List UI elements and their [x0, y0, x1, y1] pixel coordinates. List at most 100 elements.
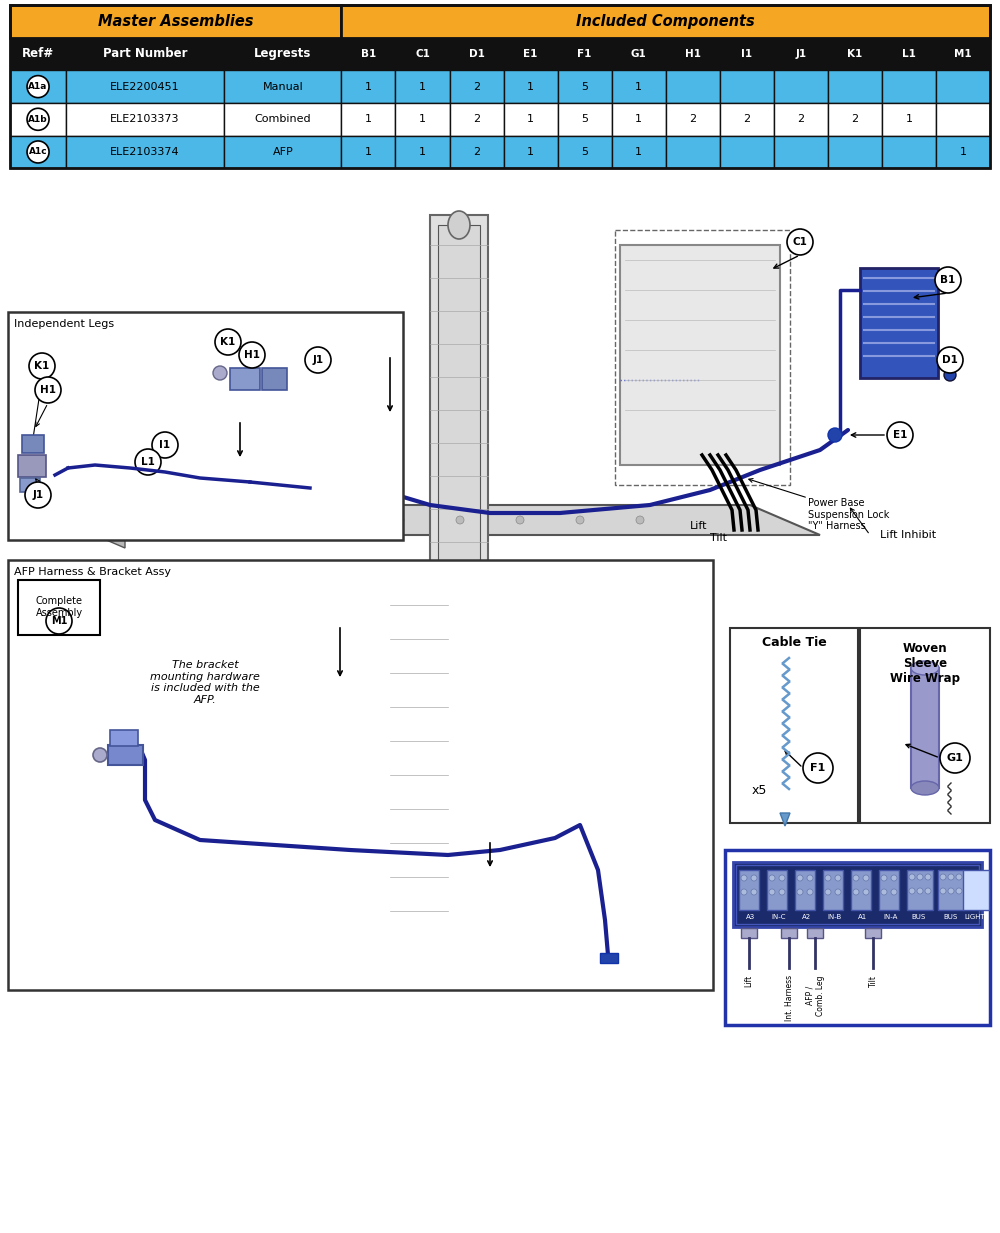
Text: Int. Harness: Int. Harness	[784, 975, 794, 1021]
Bar	[66, 104, 224, 136]
Bar	[18, 455, 46, 477]
Text: I1: I1	[741, 49, 752, 59]
Bar	[612, 104, 666, 136]
Ellipse shape	[911, 661, 939, 674]
Text: x5: x5	[752, 783, 767, 797]
Bar	[741, 928, 757, 938]
Circle shape	[396, 515, 404, 524]
Text: G1: G1	[631, 49, 647, 59]
Text: 5: 5	[581, 115, 588, 125]
Text: IN-A: IN-A	[884, 914, 898, 920]
Circle shape	[93, 748, 107, 762]
Text: Combined: Combined	[254, 115, 311, 125]
Bar	[10, 5, 341, 38]
Bar	[390, 580, 448, 949]
Bar	[936, 104, 990, 136]
Circle shape	[751, 889, 757, 895]
Text: H1: H1	[244, 350, 260, 360]
Polygon shape	[30, 870, 710, 888]
Text: C1: C1	[415, 49, 430, 59]
Bar	[10, 136, 66, 169]
Bar	[807, 928, 823, 938]
Text: Cable Tie: Cable Tie	[762, 635, 826, 649]
Bar	[882, 38, 936, 70]
Bar	[739, 870, 759, 910]
Circle shape	[35, 377, 61, 403]
Circle shape	[215, 329, 241, 355]
Text: 5: 5	[581, 147, 588, 157]
Circle shape	[937, 346, 963, 374]
Bar	[224, 104, 341, 136]
Bar	[828, 38, 882, 70]
Bar	[823, 870, 843, 910]
Text: J1: J1	[32, 490, 44, 501]
Bar	[666, 104, 720, 136]
Bar	[963, 870, 989, 910]
Circle shape	[917, 888, 923, 894]
Bar	[774, 38, 828, 70]
Circle shape	[456, 515, 464, 524]
Text: B1: B1	[361, 49, 376, 59]
Circle shape	[741, 889, 747, 895]
Circle shape	[917, 874, 923, 880]
Text: 5: 5	[581, 81, 588, 91]
Bar	[110, 730, 138, 746]
Bar	[438, 224, 480, 575]
Bar	[341, 70, 395, 104]
Circle shape	[807, 889, 813, 895]
Text: 1: 1	[527, 115, 534, 125]
Text: AFP: AFP	[272, 147, 293, 157]
Text: 1: 1	[419, 147, 426, 157]
Circle shape	[196, 515, 204, 524]
Bar	[879, 870, 899, 910]
Circle shape	[266, 515, 274, 524]
Bar	[341, 5, 990, 38]
Circle shape	[29, 353, 55, 379]
Bar	[450, 136, 504, 169]
Bar	[66, 70, 224, 104]
Circle shape	[807, 875, 813, 882]
Circle shape	[797, 875, 803, 882]
Circle shape	[803, 753, 833, 783]
Circle shape	[881, 889, 887, 895]
Bar	[774, 136, 828, 169]
Bar	[450, 70, 504, 104]
Text: Included Components: Included Components	[576, 14, 755, 28]
Bar	[828, 104, 882, 136]
Circle shape	[135, 449, 161, 475]
Bar	[725, 850, 990, 1025]
Bar	[10, 5, 990, 168]
Text: AFP Harness & Bracket Assy: AFP Harness & Bracket Assy	[14, 567, 171, 577]
Circle shape	[853, 889, 859, 895]
Polygon shape	[15, 490, 100, 498]
Text: L1: L1	[902, 49, 916, 59]
Text: IN-C: IN-C	[772, 914, 786, 920]
Bar	[20, 478, 40, 492]
Text: A1a: A1a	[28, 83, 48, 91]
Bar	[230, 367, 260, 390]
Text: 1: 1	[365, 147, 372, 157]
Circle shape	[948, 874, 954, 880]
Text: Tilt: Tilt	[868, 975, 878, 986]
Circle shape	[576, 515, 584, 524]
Text: Lift Inhibit: Lift Inhibit	[880, 530, 936, 540]
Circle shape	[863, 889, 869, 895]
Bar	[18, 580, 100, 635]
Bar	[612, 136, 666, 169]
Circle shape	[825, 875, 831, 882]
Text: 1: 1	[365, 81, 372, 91]
Bar	[720, 104, 774, 136]
Text: C1: C1	[793, 237, 807, 247]
Bar	[450, 38, 504, 70]
Bar	[865, 928, 881, 938]
Circle shape	[835, 889, 841, 895]
Text: IN-B: IN-B	[828, 914, 842, 920]
Circle shape	[779, 875, 785, 882]
Bar	[720, 38, 774, 70]
Circle shape	[825, 889, 831, 895]
Bar	[736, 866, 979, 924]
Circle shape	[891, 889, 897, 895]
Bar	[10, 70, 66, 104]
Bar	[612, 38, 666, 70]
Bar	[907, 870, 933, 910]
